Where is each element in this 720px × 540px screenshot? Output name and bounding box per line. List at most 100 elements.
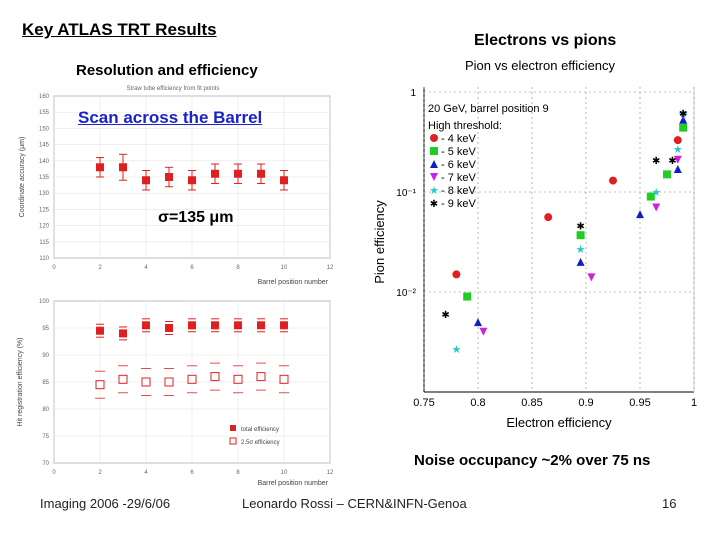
x-tick-label: 10 bbox=[281, 470, 288, 476]
legend-marker-2p5sigma bbox=[229, 437, 237, 445]
data-point-total bbox=[96, 326, 104, 335]
legend-marker bbox=[430, 147, 438, 155]
data-point: ★ bbox=[576, 244, 586, 256]
data-point bbox=[576, 257, 585, 266]
x-tick-label: 4 bbox=[144, 470, 148, 476]
y-tick-label: 10⁻¹ bbox=[396, 188, 416, 199]
x-tick-label: 2 bbox=[98, 265, 102, 271]
data-point-2p5sigma bbox=[210, 372, 220, 382]
legend-label: - 8 keV bbox=[441, 185, 477, 197]
data-point: ✱ bbox=[679, 109, 687, 120]
legend-label-2p5sigma: 2.5σ efficiency bbox=[241, 440, 280, 446]
x-tick-label: 0.9 bbox=[578, 397, 593, 409]
x-tick-label: 0.75 bbox=[413, 397, 434, 409]
legend-label-total: total efficiency bbox=[241, 427, 279, 433]
efficiency-chart: 70 75 80 85 90 95 100 0 2 4 6 8 10 12 total efficien… bbox=[17, 299, 334, 487]
x-axis-label: Electron efficiency bbox=[506, 415, 612, 430]
data-point-total bbox=[234, 321, 242, 330]
legend-label: - 7 keV bbox=[441, 172, 477, 184]
data-point bbox=[663, 170, 671, 179]
data-point bbox=[646, 192, 655, 201]
legend-label: - 4 keV bbox=[441, 133, 477, 145]
legend-marker bbox=[430, 134, 438, 142]
legend-marker-total bbox=[230, 425, 236, 431]
data-point bbox=[679, 111, 688, 120]
y-tick-label: 85 bbox=[42, 380, 49, 386]
y-tick-label: 95 bbox=[42, 326, 49, 332]
legend-marker bbox=[430, 160, 438, 168]
data-point: ✱ bbox=[652, 156, 660, 167]
slide-title: Key ATLAS TRT Results bbox=[22, 20, 217, 39]
x-tick-label: 2 bbox=[98, 470, 102, 476]
data-point-total bbox=[211, 321, 219, 330]
data-point bbox=[609, 176, 617, 185]
y-axis-label: Hit registration efficiency (%) bbox=[17, 338, 24, 427]
legend-label: - 6 keV bbox=[441, 159, 477, 171]
y-tick-label: 90 bbox=[42, 353, 49, 359]
legend-label: - 9 keV bbox=[441, 198, 477, 210]
data-point bbox=[211, 169, 219, 178]
footer-event: Imaging 2006 -29/6/06 bbox=[40, 496, 171, 511]
x-tick-label: 0.95 bbox=[629, 397, 650, 409]
annotation-threshold: High threshold: bbox=[428, 120, 502, 132]
data-point-total bbox=[165, 324, 173, 332]
y-axis-label: Coordinate accuracy (μm) bbox=[19, 137, 26, 218]
y-tick-label: 10⁻² bbox=[396, 288, 416, 299]
legend-marker: ✱ bbox=[430, 199, 438, 210]
page-number: 16 bbox=[662, 496, 677, 511]
y-axis-label: Pion efficiency bbox=[372, 200, 387, 284]
data-point bbox=[188, 176, 196, 185]
data-point bbox=[463, 292, 472, 301]
y-tick-label: 135 bbox=[39, 175, 50, 181]
x-tick-label: 12 bbox=[327, 470, 334, 476]
data-point: ★ bbox=[651, 187, 661, 199]
x-tick-label: 0.8 bbox=[470, 397, 485, 409]
data-point bbox=[165, 173, 173, 181]
data-point bbox=[576, 231, 585, 240]
data-point-2p5sigma bbox=[187, 374, 197, 384]
y-tick-label: 155 bbox=[39, 110, 50, 116]
y-tick-label: 115 bbox=[39, 240, 49, 246]
data-point-2p5sigma bbox=[164, 377, 174, 387]
data-point bbox=[234, 169, 242, 178]
x-tick-label: 0 bbox=[52, 470, 56, 476]
data-point: ✱ bbox=[668, 156, 676, 167]
pion-vs-electron-chart: Pion vs electron efficiency 1 10⁻¹ 10⁻² 0.… bbox=[372, 58, 697, 430]
chart-title: Pion vs electron efficiency bbox=[465, 58, 616, 73]
y-tick-label: 140 bbox=[39, 159, 50, 165]
data-point-total bbox=[280, 321, 288, 330]
y-tick-label: 100 bbox=[39, 299, 50, 305]
data-point: ✱ bbox=[441, 310, 449, 321]
y-tick-label: 150 bbox=[39, 126, 50, 132]
data-point-total bbox=[119, 329, 127, 338]
data-point bbox=[474, 318, 482, 327]
legend-marker bbox=[430, 173, 438, 181]
legend-label: - 5 keV bbox=[441, 146, 477, 158]
data-point-total bbox=[257, 321, 265, 330]
scan-label: Scan across the Barrel bbox=[78, 108, 263, 127]
data-point bbox=[479, 327, 488, 336]
data-point bbox=[452, 270, 461, 279]
data-point-2p5sigma bbox=[233, 374, 243, 384]
data-point-2p5sigma bbox=[279, 374, 289, 384]
resolution-chart: Straw tube efficiency from fit points 11… bbox=[19, 86, 334, 286]
chart-title: Straw tube efficiency from fit points bbox=[127, 86, 220, 92]
data-point bbox=[142, 176, 150, 185]
x-tick-label: 6 bbox=[190, 265, 194, 271]
y-tick-label: 160 bbox=[39, 94, 50, 100]
x-tick-label: 10 bbox=[281, 265, 288, 271]
subtitle-electrons-vs-pions: Electrons vs pions bbox=[474, 32, 617, 49]
y-tick-label: 145 bbox=[39, 143, 50, 149]
data-point: ★ bbox=[451, 344, 461, 356]
y-tick-label: 110 bbox=[39, 256, 49, 262]
x-tick-label: 1 bbox=[691, 397, 697, 409]
y-tick-label: 75 bbox=[42, 434, 49, 440]
x-tick-label: 8 bbox=[236, 470, 240, 476]
data-point bbox=[652, 203, 661, 212]
data-point-2p5sigma bbox=[118, 374, 128, 384]
data-point: ★ bbox=[678, 109, 688, 121]
data-point-2p5sigma bbox=[256, 372, 266, 382]
x-tick-label: 4 bbox=[144, 265, 148, 271]
data-point bbox=[673, 155, 682, 164]
legend-marker: ★ bbox=[429, 185, 439, 197]
